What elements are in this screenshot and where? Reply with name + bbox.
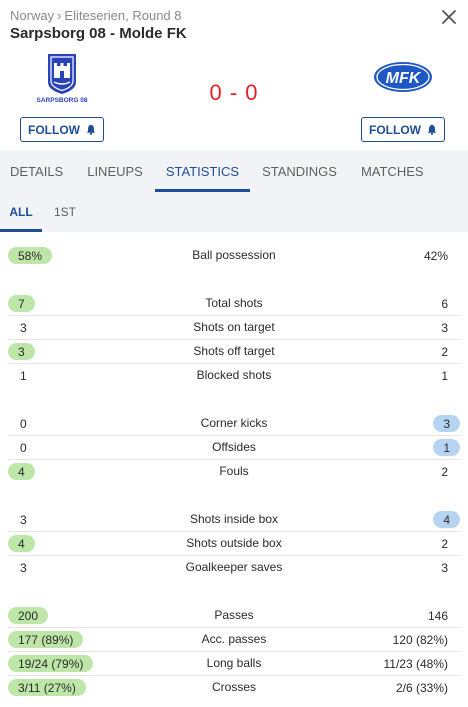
breadcrumb-competition[interactable]: Eliteserien, Round 8 bbox=[64, 8, 182, 23]
tab-statistics[interactable]: STATISTICS bbox=[154, 150, 251, 192]
stat-row: Corner kicks 0 3 bbox=[8, 412, 460, 436]
stat-row: Goalkeeper saves 3 3 bbox=[8, 556, 460, 580]
stat-row: Acc. passes 177 (89%) 120 (82%) bbox=[8, 628, 460, 652]
stat-row: Shots on target 3 3 bbox=[8, 316, 460, 340]
stat-away-value: 1 bbox=[433, 439, 460, 456]
stat-home-value: 1 bbox=[20, 368, 27, 383]
stat-row: Total shots 7 6 bbox=[8, 292, 460, 316]
tab-standings[interactable]: STANDINGS bbox=[262, 163, 337, 179]
stat-away-value: 6 bbox=[441, 296, 448, 311]
stat-home-value: 200 bbox=[8, 607, 49, 624]
bell-icon bbox=[86, 124, 96, 135]
match-title: Sarpsborg 08 - Molde FK bbox=[10, 25, 187, 42]
stat-label: Acc. passes bbox=[201, 632, 267, 646]
follow-away-label: FOLLOW bbox=[369, 122, 421, 137]
stat-home-value: 0 bbox=[20, 416, 27, 431]
stat-label: Shots off target bbox=[193, 344, 275, 358]
away-team-logo[interactable]: MFK bbox=[372, 60, 434, 94]
stat-home-value: 3/11 (27%) bbox=[8, 679, 86, 696]
stat-away-value: 2 bbox=[441, 344, 448, 359]
breadcrumb-separator: › bbox=[57, 8, 62, 23]
stat-row: Shots outside box 4 2 bbox=[8, 532, 460, 556]
stat-label: Corner kicks bbox=[200, 416, 268, 430]
stat-label: Long balls bbox=[206, 656, 262, 670]
stat-row: Shots inside box 3 4 bbox=[8, 508, 460, 532]
score: 0 - 0 bbox=[209, 80, 259, 105]
stat-label: Blocked shots bbox=[196, 368, 272, 382]
stat-label: Offsides bbox=[212, 440, 256, 454]
stat-away-value: 4 bbox=[433, 511, 460, 528]
stat-label: Crosses bbox=[211, 680, 256, 694]
stat-label: Shots inside box bbox=[189, 512, 279, 526]
stat-row: Passes 200 146 bbox=[8, 604, 460, 628]
match-tabs: DETAILS LINEUPS STATISTICS STANDINGS MAT… bbox=[0, 150, 468, 192]
stat-home-value: 0 bbox=[20, 440, 27, 455]
stat-row: Offsides 0 1 bbox=[8, 436, 460, 460]
tab-details[interactable]: DETAILS bbox=[10, 163, 64, 179]
stat-away-value: 11/23 (48%) bbox=[383, 656, 448, 671]
stat-row: Ball possession 58% 42% bbox=[8, 244, 460, 268]
stat-away-value: 42% bbox=[423, 248, 448, 263]
bell-icon bbox=[427, 124, 437, 135]
close-icon bbox=[442, 10, 456, 24]
follow-away-button[interactable]: FOLLOW bbox=[361, 117, 445, 142]
stat-home-value: 3 bbox=[20, 560, 27, 575]
stat-home-value: 7 bbox=[8, 295, 35, 312]
breadcrumb-country[interactable]: Norway bbox=[10, 8, 55, 23]
stat-row: Long balls 19/24 (79%) 11/23 (48%) bbox=[8, 652, 460, 676]
stat-label: Total shots bbox=[205, 296, 263, 310]
stat-away-value: 1 bbox=[441, 368, 448, 383]
stat-home-value: 3 bbox=[8, 343, 35, 360]
svg-text:SARPSBORG 08: SARPSBORG 08 bbox=[37, 97, 88, 104]
stat-away-value: 2/6 (33%) bbox=[395, 680, 448, 695]
stat-away-value: 2 bbox=[441, 536, 448, 551]
stat-home-value: 4 bbox=[8, 535, 35, 552]
stat-home-value: 4 bbox=[8, 463, 35, 480]
stat-home-value: 3 bbox=[20, 320, 27, 335]
period-tab-1st[interactable]: 1ST bbox=[53, 205, 76, 219]
stat-row: Crosses 3/11 (27%) 2/6 (33%) bbox=[8, 676, 460, 700]
stat-home-value: 3 bbox=[20, 512, 27, 527]
stat-away-value: 120 (82%) bbox=[392, 632, 448, 647]
stat-row: Blocked shots 1 1 bbox=[8, 364, 460, 388]
stat-label: Shots on target bbox=[193, 320, 275, 334]
stat-home-value: 19/24 (79%) bbox=[8, 655, 94, 672]
stat-away-value: 146 bbox=[427, 608, 448, 623]
stat-away-value: 3 bbox=[441, 320, 448, 335]
stat-label: Passes bbox=[214, 608, 254, 622]
follow-home-button[interactable]: FOLLOW bbox=[20, 117, 104, 142]
tab-lineups[interactable]: LINEUPS bbox=[87, 163, 143, 179]
close-button[interactable] bbox=[437, 5, 461, 29]
period-tabs: ALL 1ST bbox=[0, 192, 468, 232]
stat-label: Ball possession bbox=[192, 248, 276, 262]
stat-home-value: 58% bbox=[8, 247, 53, 264]
stat-label: Fouls bbox=[219, 464, 249, 478]
stat-label: Goalkeeper saves bbox=[185, 560, 283, 574]
stat-row: Fouls 4 2 bbox=[8, 460, 460, 484]
tab-matches[interactable]: MATCHES bbox=[360, 163, 424, 179]
stat-away-value: 2 bbox=[441, 464, 448, 479]
period-tab-all[interactable]: ALL bbox=[0, 192, 42, 232]
breadcrumb: Norway › Eliteserien, Round 8 bbox=[10, 8, 182, 23]
stat-label: Shots outside box bbox=[186, 536, 282, 550]
stat-home-value: 177 (89%) bbox=[8, 631, 84, 648]
svg-text:MFK: MFK bbox=[386, 70, 422, 87]
stat-away-value: 3 bbox=[433, 415, 460, 432]
stat-row: Shots off target 3 2 bbox=[8, 340, 460, 364]
follow-home-label: FOLLOW bbox=[28, 122, 80, 137]
stat-away-value: 3 bbox=[441, 560, 448, 575]
home-team-logo[interactable]: SARPSBORG 08 bbox=[30, 52, 94, 104]
